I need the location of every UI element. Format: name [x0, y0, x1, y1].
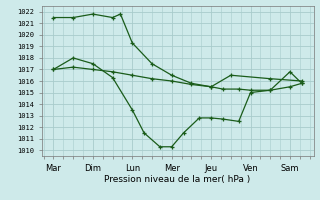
X-axis label: Pression niveau de la mer( hPa ): Pression niveau de la mer( hPa ) [104, 175, 251, 184]
